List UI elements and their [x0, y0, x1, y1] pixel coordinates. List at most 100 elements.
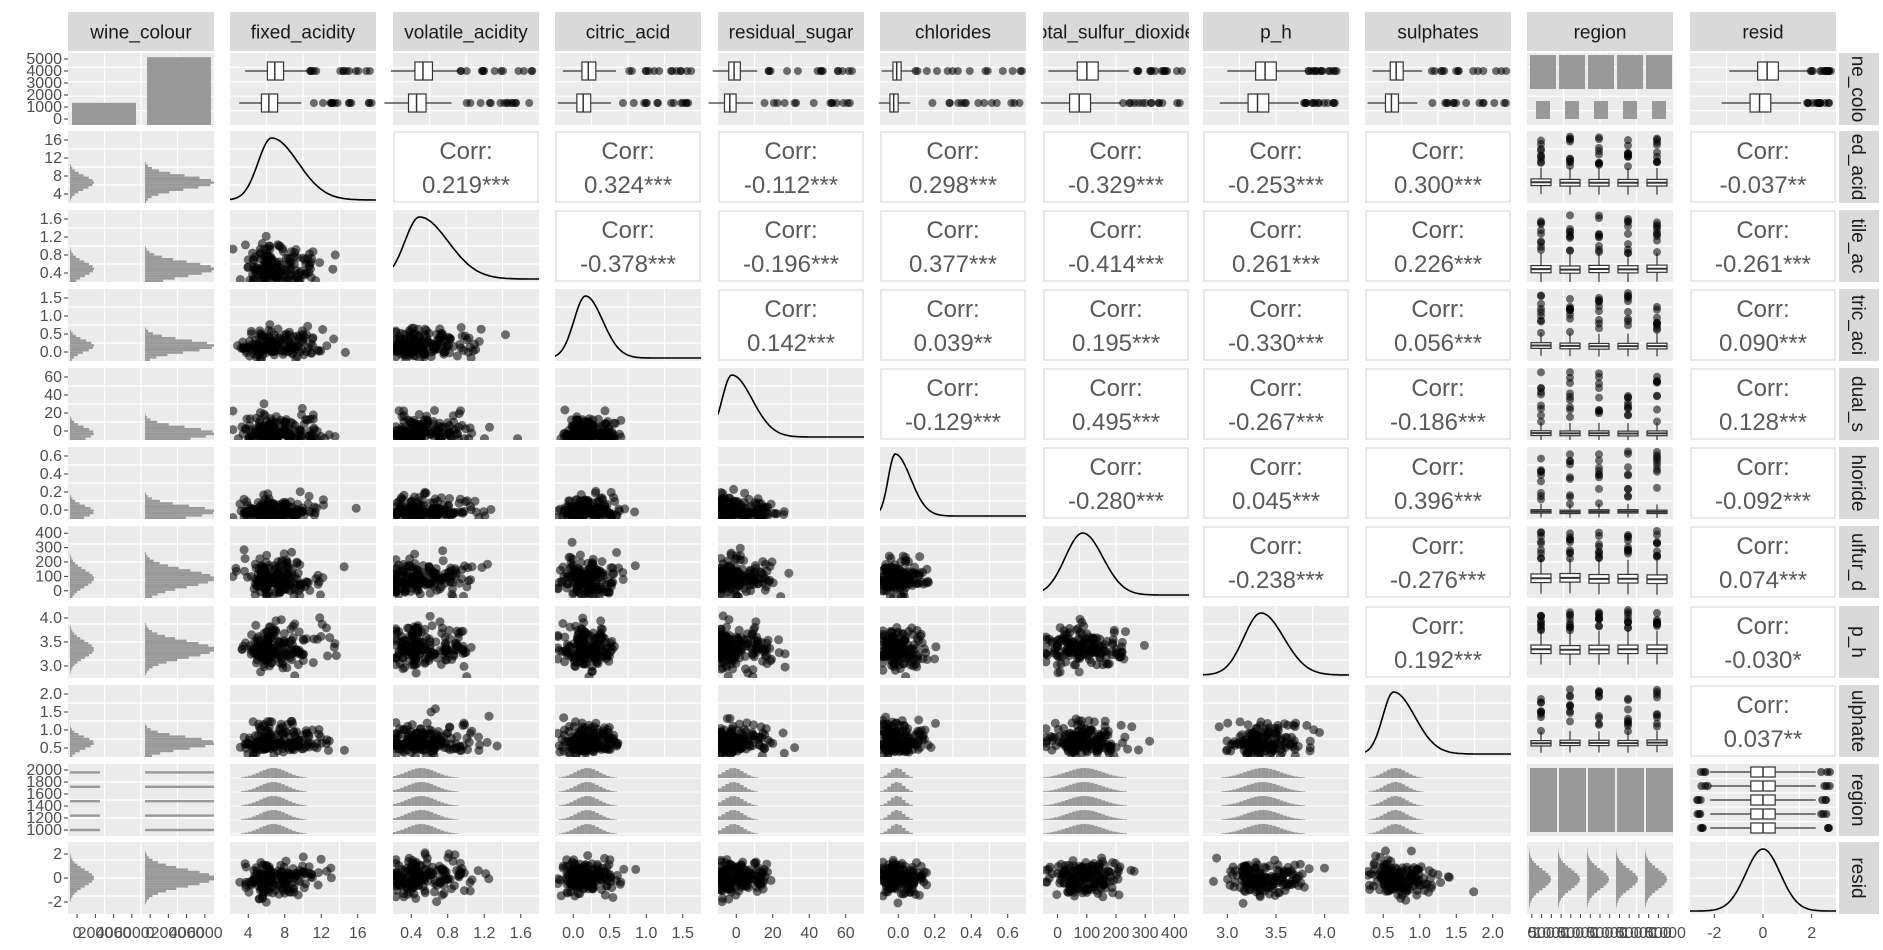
- histogram-bar: [145, 183, 211, 187]
- scatter-point: [718, 513, 726, 519]
- scatter-point: [296, 580, 306, 590]
- panel-boxplot: [230, 53, 376, 125]
- scatter-point: [236, 343, 246, 353]
- scatter-point: [255, 248, 265, 258]
- outlier-point: [792, 99, 801, 107]
- correlation-panel: Corr:-0.092***: [1690, 447, 1836, 519]
- histogram-bar: [70, 514, 90, 517]
- outlier-point: [480, 67, 489, 75]
- histogram-bar: [70, 644, 92, 647]
- correlation-panel: Corr:0.324***: [555, 131, 701, 203]
- histogram-bar: [145, 174, 185, 177]
- outlier-point: [1490, 99, 1499, 107]
- correlation-value: -0.280***: [1068, 488, 1164, 515]
- outlier-point: [1624, 152, 1632, 161]
- scatter-point: [393, 555, 401, 565]
- outlier-point: [496, 99, 505, 107]
- scatter-point: [328, 264, 338, 274]
- correlation-panel: Corr:-0.112***: [718, 131, 864, 203]
- scatter-point: [586, 647, 595, 657]
- scatter-point: [308, 658, 318, 668]
- histogram-bar: [145, 644, 209, 647]
- scatter-point: [886, 628, 896, 638]
- outlier-point: [1566, 294, 1574, 303]
- scatter-point: [555, 646, 564, 656]
- outlier-point: [1454, 67, 1463, 75]
- outlier-point: [687, 67, 696, 75]
- scatter-point: [329, 334, 339, 344]
- scatter-point: [1096, 649, 1106, 659]
- histogram-bar: [145, 492, 146, 495]
- histogram-bar: [70, 423, 79, 426]
- outlier-point: [839, 99, 848, 107]
- panel-boxplot: [1527, 526, 1673, 598]
- histogram-bar: [145, 666, 153, 669]
- histogram-bar: [145, 430, 213, 433]
- row-strip-label: ne_colo: [1847, 56, 1868, 123]
- outlier-point: [1624, 411, 1632, 420]
- outlier-point: [367, 99, 376, 107]
- histogram-bar: [145, 341, 208, 345]
- scatter-point: [723, 671, 733, 678]
- histogram-bar: [145, 661, 167, 664]
- correlation-value: 0.219***: [422, 172, 510, 199]
- outlier-point: [1624, 240, 1632, 249]
- scatter-point: [437, 328, 447, 338]
- histogram-bar: [70, 569, 86, 572]
- scatter-point: [889, 642, 899, 652]
- correlation-value: 0.396***: [1394, 488, 1482, 515]
- scatter-point: [393, 352, 401, 361]
- outlier-point: [1653, 405, 1661, 414]
- scatter-point: [501, 330, 510, 340]
- outlier-point: [653, 99, 662, 107]
- scatter-point: [230, 572, 238, 582]
- outlier-point: [1595, 405, 1603, 414]
- scatter-point: [235, 499, 245, 509]
- scatter-point: [393, 624, 401, 634]
- panel-histogram: [68, 447, 214, 519]
- outlier-point: [1318, 67, 1327, 75]
- correlation-value: -0.112***: [744, 172, 838, 199]
- histogram-bar: [70, 169, 75, 172]
- scatter-point: [233, 434, 243, 440]
- histogram-bar: [70, 349, 89, 352]
- outlier-point: [1595, 613, 1603, 622]
- scatter-point: [1121, 627, 1130, 637]
- outlier-point: [933, 67, 942, 75]
- histogram-bar: [145, 557, 150, 560]
- scatter-point: [560, 405, 570, 415]
- outlier-point: [1428, 99, 1437, 107]
- outlier-point: [1566, 155, 1574, 164]
- scatter-point: [275, 725, 285, 735]
- histogram-bar: [70, 502, 80, 505]
- histogram-bar: [70, 593, 75, 596]
- scatter-point: [459, 661, 469, 671]
- histogram-bar: [145, 639, 187, 642]
- scatter-point: [429, 581, 439, 591]
- panel-boxplot: [1527, 131, 1673, 203]
- histogram-bar: [70, 495, 71, 498]
- outlier-point: [1624, 222, 1632, 231]
- histogram-bar: [70, 191, 79, 194]
- outlier-point: [1427, 67, 1436, 75]
- outlier-point: [1172, 67, 1181, 75]
- correlation-panel: Corr:0.495***: [1043, 368, 1189, 440]
- scatter-point: [436, 493, 446, 503]
- scatter-point: [299, 269, 309, 279]
- scatter-point: [399, 636, 409, 646]
- histogram-bar: [70, 668, 72, 671]
- correlation-panel: Corr:0.128***: [1690, 368, 1836, 440]
- scatter-point: [256, 424, 265, 434]
- scatter-point: [456, 343, 466, 353]
- panel-histogram: [68, 210, 214, 282]
- row-strip-label: dual_s: [1847, 376, 1868, 432]
- histogram-bar: [70, 737, 90, 741]
- scatter-point: [774, 635, 784, 645]
- scatter-point: [453, 642, 463, 651]
- outlier-point: [1537, 384, 1545, 393]
- scatter-point: [761, 651, 770, 661]
- histogram-bar: [70, 747, 86, 750]
- scatter-point: [393, 570, 401, 580]
- row-strip: [1839, 210, 1879, 282]
- outlier-point: [913, 67, 922, 75]
